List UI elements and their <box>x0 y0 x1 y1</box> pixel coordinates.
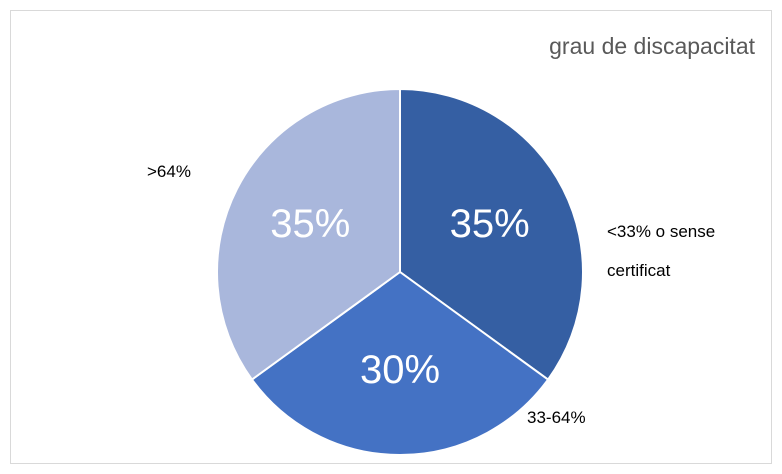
pie-slice <box>250 270 550 456</box>
category-label: >64% <box>147 162 191 181</box>
slice-label: 30% <box>360 348 440 392</box>
category-label: 33-64% <box>527 408 586 427</box>
category-label: <33% o sense certificat <box>607 222 716 280</box>
pie-slice <box>216 87 401 381</box>
slice-label: 35% <box>450 202 530 246</box>
slice-label: 35% <box>270 202 350 246</box>
pie-slice <box>399 87 584 381</box>
chart-title: grau de discapacitat <box>549 33 755 59</box>
